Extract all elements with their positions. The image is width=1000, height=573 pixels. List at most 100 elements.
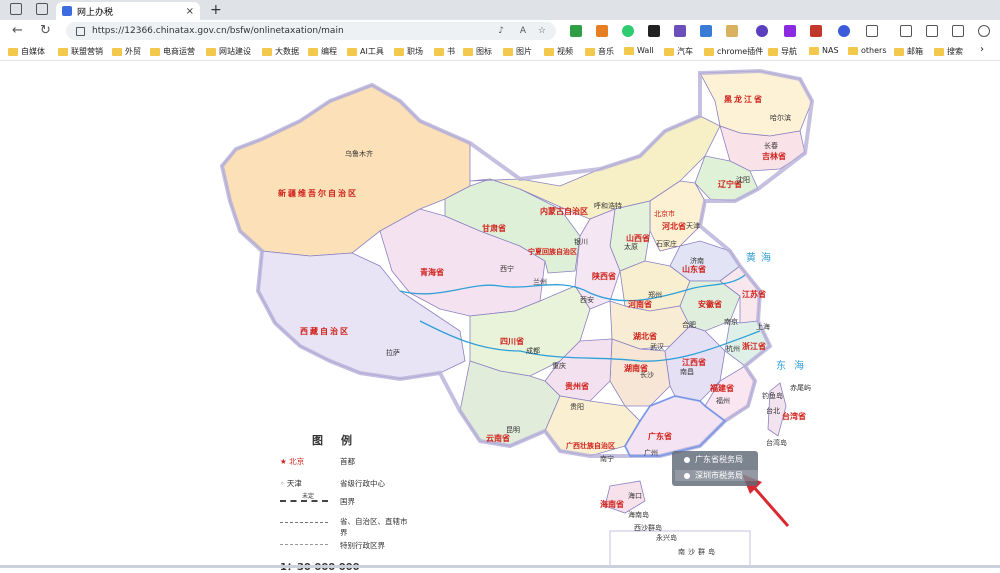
island-chiwei: 赤尾屿 xyxy=(790,384,811,392)
extension-play-icon[interactable] xyxy=(838,25,850,37)
extension-red-icon[interactable] xyxy=(810,25,822,37)
island-hainan: 海南岛 xyxy=(628,511,649,519)
city-xian: 西安 xyxy=(580,296,594,304)
bookmark-folder[interactable]: 图标 xyxy=(463,46,492,57)
extension-frog-icon[interactable] xyxy=(570,25,582,37)
city-hangzhou: 杭州 xyxy=(726,345,740,353)
bookmark-folder[interactable]: others xyxy=(848,46,886,55)
workspaces-icon[interactable] xyxy=(10,3,22,15)
city-shanghai: 上海 xyxy=(756,323,770,331)
label-neimenggu: 内蒙古自治区 xyxy=(540,207,588,216)
address-bar[interactable]: https://12366.chinatax.gov.cn/bsfw/onlin… xyxy=(66,22,556,40)
province-hainan[interactable] xyxy=(604,480,646,514)
label-hebei: 河北省 xyxy=(662,222,686,231)
extension-orange-icon[interactable] xyxy=(596,25,608,37)
read-aloud-icon[interactable]: ♪ xyxy=(498,26,504,36)
capital-star-icon: ★ xyxy=(280,457,290,466)
bookmark-folder[interactable]: 联盟营销 xyxy=(58,46,103,57)
city-wuhan: 武汉 xyxy=(650,343,664,351)
profile-icon[interactable] xyxy=(978,25,990,37)
label-xinjiang: 新疆维吾尔自治区 xyxy=(278,189,358,198)
favorite-star-icon[interactable]: ☆ xyxy=(537,26,546,36)
bookmark-folder[interactable]: 编程 xyxy=(308,46,337,57)
bookmark-folder[interactable]: 汽车 xyxy=(664,46,693,57)
bookmark-folder[interactable]: 音乐 xyxy=(585,46,614,57)
browser-tab-bar: 网上办税 × + xyxy=(0,0,1000,20)
province-taiwan[interactable] xyxy=(767,382,787,437)
split-screen-icon[interactable] xyxy=(900,25,912,37)
extension-ia-icon[interactable] xyxy=(674,25,686,37)
city-changchun: 长春 xyxy=(764,142,778,150)
city-lhasa: 拉萨 xyxy=(386,349,400,357)
city-taipei: 台北 xyxy=(766,407,780,415)
city-guiyang: 贵阳 xyxy=(570,403,584,411)
text-size-icon[interactable]: A xyxy=(519,26,526,36)
label-yunnan: 云南省 xyxy=(486,434,510,443)
extension-green-circle-icon[interactable] xyxy=(622,25,634,37)
more-bookmarks-icon[interactable]: › xyxy=(980,44,984,55)
label-taiwan: 台湾省 xyxy=(782,412,806,421)
red-arrow xyxy=(750,484,790,527)
city-yinchuan: 银川 xyxy=(574,238,588,246)
folder-icon xyxy=(308,47,318,56)
bookmark-folder[interactable]: 外贸 xyxy=(112,46,141,57)
bookmark-folder[interactable]: 自媒体 xyxy=(8,46,45,57)
bookmark-folder[interactable]: 导航 xyxy=(768,46,797,57)
bookmark-folder[interactable]: 视频 xyxy=(544,46,573,57)
favorites-icon[interactable] xyxy=(926,25,938,37)
folder-icon xyxy=(894,47,904,56)
guangdong-hover-outline xyxy=(623,394,727,457)
bookmark-folder[interactable]: 搜索 xyxy=(934,46,963,57)
sea-donghai: 东海 xyxy=(776,361,812,372)
label-heilongjiang: 黑龙江省 xyxy=(724,95,764,104)
back-icon[interactable]: ← xyxy=(12,23,23,38)
new-tab-icon[interactable]: + xyxy=(210,2,222,18)
folder-icon xyxy=(206,47,216,56)
extension-blue-icon[interactable] xyxy=(700,25,712,37)
horizontal-scrollbar[interactable] xyxy=(0,565,1000,568)
extension-e-icon[interactable] xyxy=(648,25,660,37)
bookmark-folder[interactable]: Wall xyxy=(624,46,654,55)
label-ningxia: 宁夏回族自治区 xyxy=(528,248,577,256)
collections-icon[interactable] xyxy=(952,25,964,37)
bookmark-folder[interactable]: 图片 xyxy=(503,46,532,57)
bookmark-folder[interactable]: 电商运营 xyxy=(150,46,195,57)
label-henan: 河南省 xyxy=(628,300,652,309)
bookmark-folder[interactable]: 邮箱 xyxy=(894,46,923,57)
extension-image-icon[interactable] xyxy=(726,25,738,37)
city-hefei: 合肥 xyxy=(682,321,696,329)
browser-tab[interactable]: 网上办税 × xyxy=(56,2,200,20)
folder-icon xyxy=(768,47,778,56)
close-tab-icon[interactable]: × xyxy=(185,5,194,17)
bookmark-folder[interactable]: AI工具 xyxy=(347,46,384,57)
extensions-puzzle-icon[interactable] xyxy=(866,25,878,37)
tooltip-item-guangdong[interactable]: 广东省税务局 xyxy=(684,454,743,465)
city-taiyuan: 太原 xyxy=(624,243,638,251)
city-nanning: 南宁 xyxy=(600,455,614,463)
province-hunan[interactable] xyxy=(609,338,671,407)
south-china-sea-inset xyxy=(609,530,751,568)
tab-actions-icon[interactable] xyxy=(36,3,48,15)
label-fujian: 福建省 xyxy=(710,384,734,393)
bookmark-folder[interactable]: chrome插件 xyxy=(704,46,763,57)
island-yongxing: 永兴岛 xyxy=(656,534,677,542)
folder-icon xyxy=(394,47,404,56)
tooltip-item-shenzhen[interactable]: 深圳市税务局 xyxy=(675,470,759,481)
bookmark-folder[interactable]: 职场 xyxy=(394,46,423,57)
label-guangxi: 广西壮族自治区 xyxy=(566,442,615,450)
label-hunan: 湖南省 xyxy=(624,364,648,373)
folder-icon xyxy=(585,47,595,56)
city-xining: 西宁 xyxy=(500,265,514,273)
bookmark-folder[interactable]: 大数据 xyxy=(262,46,299,57)
extension-purple-icon[interactable] xyxy=(756,25,768,37)
label-xizang: 西藏自治区 xyxy=(300,327,350,336)
refresh-icon[interactable]: ↻ xyxy=(40,23,51,38)
folder-icon xyxy=(58,47,68,56)
bookmark-folder[interactable]: 网站建设 xyxy=(206,46,251,57)
label-guizhou: 贵州省 xyxy=(565,382,589,391)
provincial-circle-icon: ◦ xyxy=(280,479,287,488)
extension-ub-icon[interactable] xyxy=(784,25,796,37)
bookmark-folder[interactable]: 书 xyxy=(434,46,455,57)
label-guangdong: 广东省 xyxy=(648,432,672,441)
bookmark-folder[interactable]: NAS xyxy=(809,46,839,55)
